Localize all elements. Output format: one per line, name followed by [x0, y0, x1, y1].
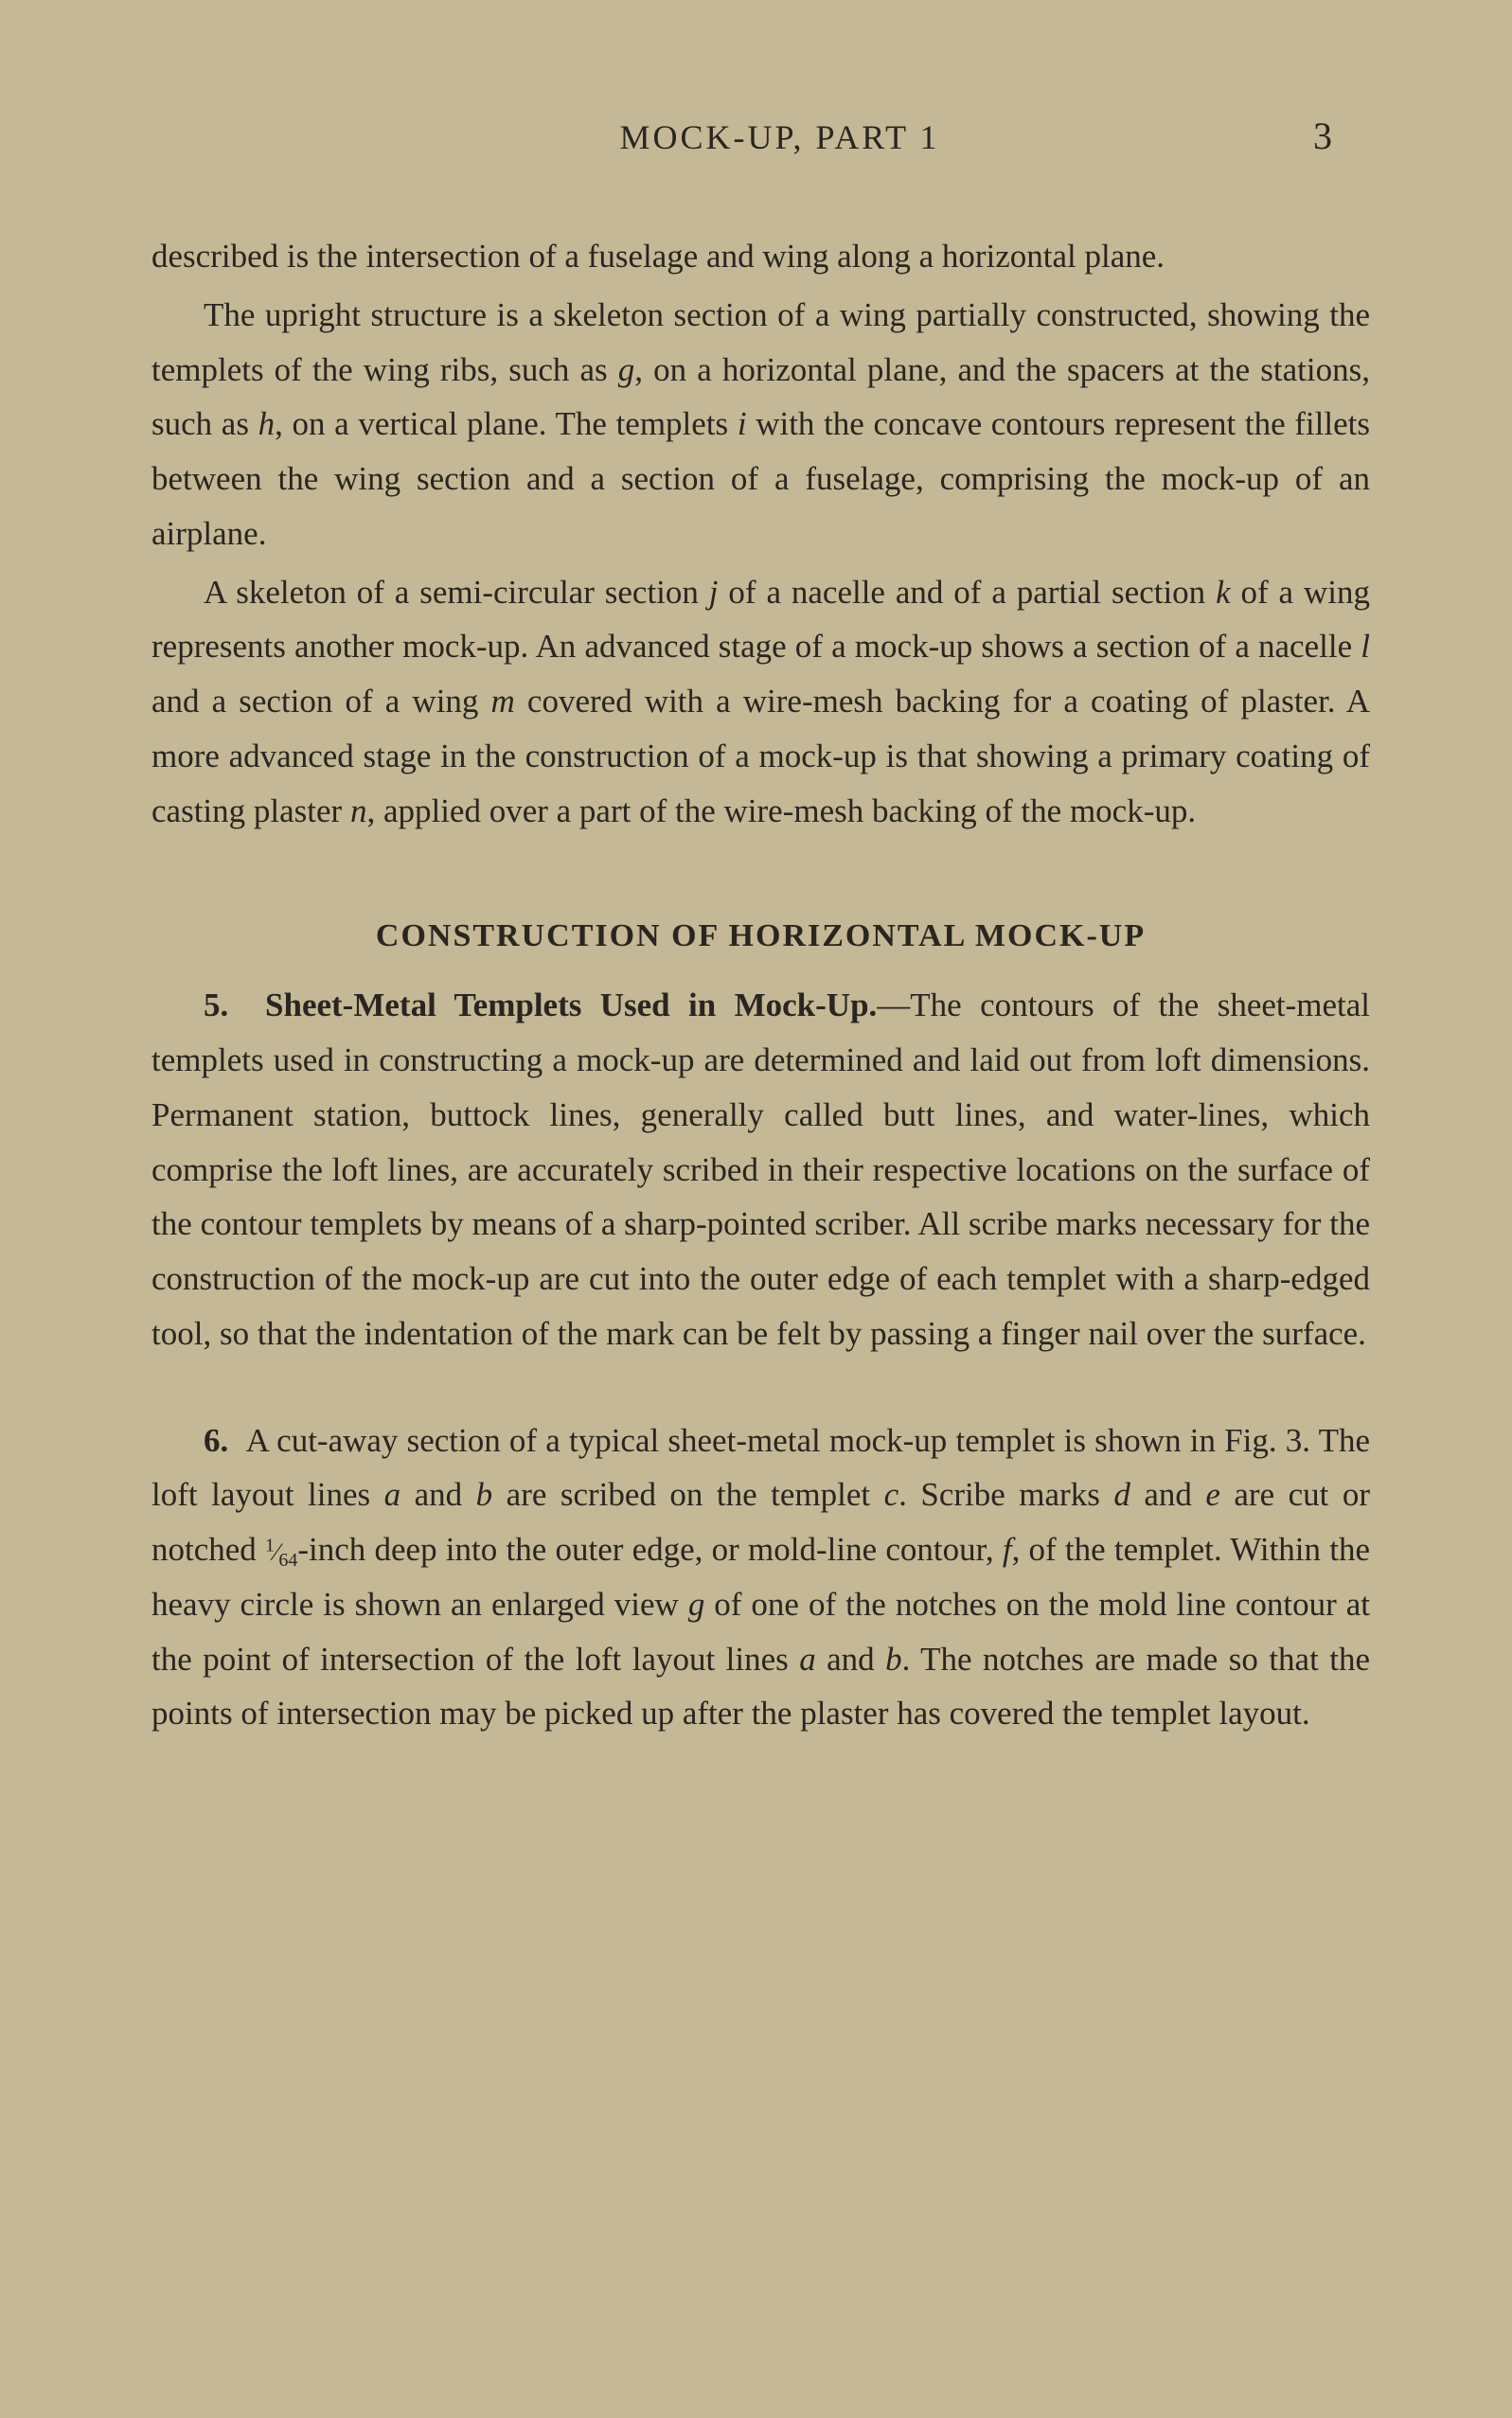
- page-header: MOCK-UP, PART 1 3: [151, 114, 1370, 158]
- section-title: CONSTRUCTION OF HORIZONTAL MOCK-UP: [151, 918, 1370, 954]
- fraction-denominator: 64: [278, 1550, 297, 1571]
- paragraph-text: are scribed on the templet: [492, 1476, 883, 1513]
- paragraph-text: described is the intersection of a fusel…: [151, 238, 1165, 275]
- fraction: 1⁄64: [265, 1538, 297, 1566]
- paragraph-text: and: [816, 1641, 885, 1678]
- italic-ref: g: [618, 351, 635, 388]
- italic-ref: m: [491, 683, 515, 720]
- italic-ref: l: [1361, 628, 1370, 665]
- paragraph-text: A skeleton of a semi-circular section: [204, 574, 709, 611]
- italic-ref: i: [738, 405, 747, 442]
- paragraph-text: , applied over a part of the wire-mesh b…: [366, 792, 1196, 829]
- section-paragraph-6: 6. A cut-away section of a typical sheet…: [151, 1413, 1370, 1742]
- running-title: MOCK-UP, PART 1: [284, 117, 1275, 157]
- section-paragraph-5: 5. Sheet-Metal Templets Used in Mock-Up.…: [151, 978, 1370, 1360]
- page-number: 3: [1275, 114, 1332, 158]
- paragraph-text: -inch deep into the outer edge, or mold-…: [297, 1531, 1002, 1568]
- fraction-numerator: 1: [265, 1535, 275, 1556]
- paragraph-text: . Scribe marks: [898, 1476, 1113, 1513]
- italic-ref: e: [1205, 1476, 1220, 1513]
- run-in-heading: Sheet-Metal Templets Used in Mock-Up.: [265, 987, 877, 1023]
- body-paragraph-3: A skeleton of a semi-circular section j …: [151, 565, 1370, 839]
- italic-ref: a: [384, 1476, 401, 1513]
- paragraph-text: and: [400, 1476, 476, 1513]
- italic-ref: n: [350, 792, 367, 829]
- italic-ref: a: [799, 1641, 816, 1678]
- paragraph-text: and a section of a wing: [151, 683, 491, 720]
- italic-ref: f: [1003, 1531, 1012, 1568]
- section-number: 6.: [204, 1422, 228, 1459]
- italic-ref: h: [258, 405, 276, 442]
- paragraph-text: of a nacelle and of a partial section: [719, 574, 1217, 611]
- paragraph-text: —The contours of the sheet-metal templet…: [151, 987, 1370, 1352]
- paragraph-text: and: [1130, 1476, 1206, 1513]
- paragraph-text: , on a vertical plane. The templets: [275, 405, 738, 442]
- italic-ref: j: [709, 574, 719, 611]
- italic-ref: d: [1113, 1476, 1130, 1513]
- section-number: 5.: [204, 987, 228, 1023]
- body-paragraph-1: described is the intersection of a fusel…: [151, 229, 1370, 284]
- italic-ref: b: [885, 1641, 902, 1678]
- body-paragraph-2: The upright structure is a skeleton sect…: [151, 288, 1370, 561]
- italic-ref: g: [688, 1586, 705, 1623]
- italic-ref: c: [884, 1476, 899, 1513]
- italic-ref: k: [1216, 574, 1231, 611]
- italic-ref: b: [476, 1476, 493, 1513]
